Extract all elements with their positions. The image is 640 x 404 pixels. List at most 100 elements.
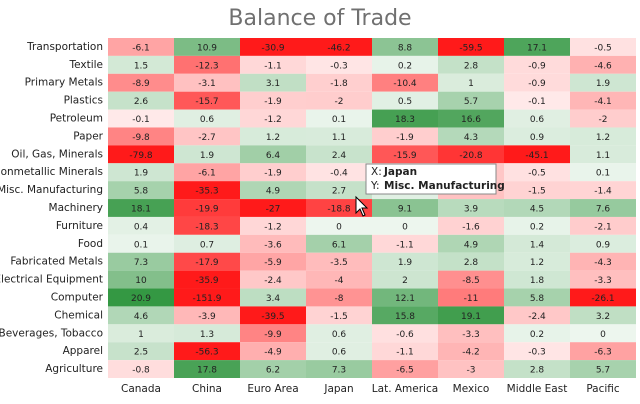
x-tick-label: Mexico [453,383,490,395]
cell [504,73,570,92]
cell [240,199,306,217]
cell [438,342,504,361]
cursor [355,195,369,217]
cell [306,234,372,253]
cell [372,288,438,307]
cell-label: 19.1 [461,312,481,322]
cell-label: -0.4 [330,169,348,179]
cell-label: 2.8 [464,61,479,71]
cell-label: -17.9 [195,258,219,268]
cell-label: 1.9 [134,169,149,179]
cell-label: -4.1 [594,97,612,107]
cell [240,145,306,164]
cell-label: 0.1 [332,115,346,125]
y-tick-label: Oil, Gas, Minerals [11,148,103,160]
cell-label: -0.1 [132,115,150,125]
cell-label: -1.9 [264,97,282,107]
cell-label: 7.3 [134,258,148,268]
cell [570,234,636,253]
cell [306,38,372,56]
cell-label: -1.1 [396,240,414,250]
cell-label: -2.7 [198,133,216,143]
x-tick-label: Middle East [507,383,568,395]
cell-label: 6.1 [332,240,346,250]
cell-label: -6.3 [594,348,612,358]
cell [570,145,636,164]
cell [504,127,570,146]
cell [306,91,372,110]
cell-label: -1.1 [264,61,282,71]
y-tick-label: Petroleum [50,113,103,125]
cell [240,288,306,307]
cell [174,216,240,235]
cell-label: 5.8 [134,187,149,197]
cell [306,306,372,325]
x-tick-label: Lat. America [372,383,438,395]
cell [108,109,174,128]
cell [108,91,174,110]
cell-label: 9.1 [398,205,412,215]
cell [504,306,570,325]
cell-label: 0.7 [200,240,214,250]
cell-label: -151.9 [192,294,221,304]
cell-label: -3.6 [264,240,282,250]
cell [174,55,240,74]
cell [504,234,570,253]
cell [372,145,438,164]
cell [240,73,306,92]
cell-label: -56.3 [195,348,218,358]
cell-label: -18.8 [327,205,351,215]
cell [504,324,570,343]
cell [174,145,240,164]
cell [570,38,636,56]
cell [372,216,438,235]
cell-label: 0.6 [332,330,347,340]
y-tick-label: Fabricated Metals [10,256,103,268]
cell [306,145,372,164]
cell-label: 2.6 [134,97,149,107]
cell-label: 0.9 [596,240,611,250]
cell-label: 10 [135,276,147,286]
tooltip-y-value: Misc. Manufacturing [384,180,505,192]
cell [174,306,240,325]
cell [372,109,438,128]
cell-label: 0.1 [596,169,610,179]
cell-label: -6.5 [396,366,414,376]
cell [174,324,240,343]
cell-label: 2.5 [134,348,148,358]
cell [240,38,306,56]
cell [570,342,636,361]
cell-label: 1 [138,330,144,340]
y-tick-label: Primary Metals [25,77,103,89]
cell-label: -26.1 [591,294,614,304]
y-tick-label: Furniture [56,220,103,232]
cell [240,324,306,343]
cell-label: -8.9 [132,79,150,89]
cell-label: -0.1 [528,97,546,107]
cell [240,252,306,271]
cell [174,342,240,361]
cell [306,270,372,289]
cell [570,252,636,271]
cell [438,91,504,110]
cell [504,252,570,271]
cell-label: -8.5 [462,276,480,286]
cell-label: -4.9 [264,348,282,358]
y-tick-label: Electrical Equipment [0,274,103,286]
cell [372,73,438,92]
cell-label: 5.7 [596,366,610,376]
cell-label: -1.1 [396,348,414,358]
cell-label: 0.5 [398,97,412,107]
cell [570,199,636,217]
cell [570,324,636,343]
cell-label: 4.6 [134,312,149,322]
cell-label: 8.8 [398,43,413,53]
tooltip-y-label: Y: [370,180,380,192]
cell-label: 3.9 [464,205,479,215]
cell [174,91,240,110]
cell [240,216,306,235]
cell [108,199,174,217]
cell-label: -39.5 [261,312,284,322]
cell-label: 2.8 [464,258,479,268]
cell [570,73,636,92]
